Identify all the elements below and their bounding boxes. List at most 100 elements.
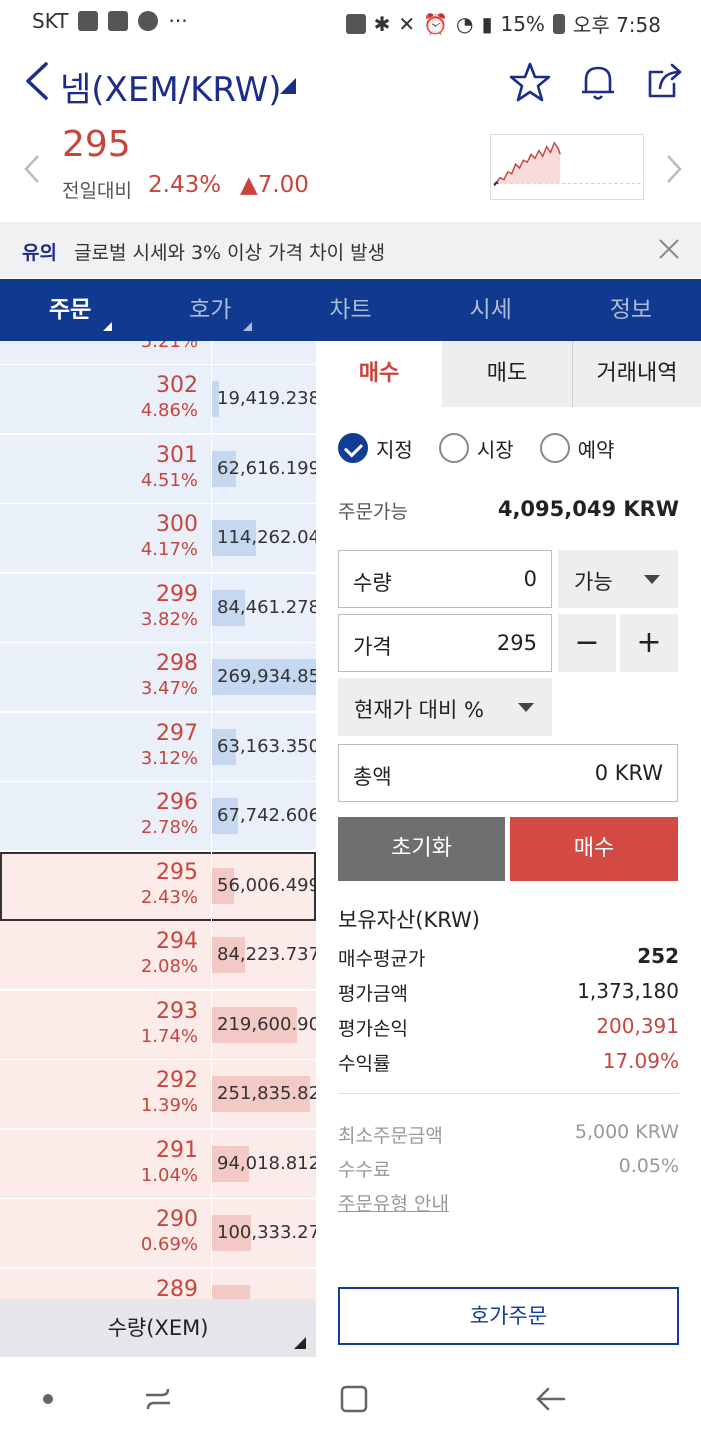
- row-rate: 1.04%: [140, 1164, 198, 1186]
- qty-unit-selector[interactable]: 수량(XEM): [0, 1299, 316, 1357]
- tab-quotes-label: 시세: [469, 297, 512, 323]
- row-quantity: 62,616.199: [217, 457, 316, 479]
- tab-sell[interactable]: 매도: [442, 341, 572, 407]
- tab-order[interactable]: 주문: [0, 279, 140, 341]
- price-cell: 294 2.08%: [0, 921, 210, 990]
- row-price: 297: [156, 720, 198, 746]
- volume-bar: [212, 659, 316, 695]
- battery-percent: 15%: [500, 11, 545, 36]
- tab-buy[interactable]: 매수: [316, 341, 442, 407]
- price-minus-button[interactable]: −: [558, 614, 616, 672]
- tab-chart[interactable]: 차트: [280, 279, 420, 341]
- quantity-cell: 56,006.499: [211, 851, 316, 921]
- tab-info[interactable]: 정보: [561, 279, 701, 341]
- qty-unit-label: 수량(XEM): [107, 1316, 209, 1340]
- available-label: 주문가능: [338, 501, 408, 523]
- order-book-row-current[interactable]: 295 2.43% 56,006.499: [0, 851, 316, 921]
- tab-info-label: 정보: [609, 297, 653, 323]
- volume-bar: [212, 1215, 251, 1251]
- orderbook-order-button[interactable]: 호가주문: [338, 1287, 679, 1345]
- close-icon[interactable]: [658, 238, 680, 260]
- back-arrow-icon[interactable]: [18, 58, 58, 104]
- tab-chart-label: 차트: [329, 297, 372, 323]
- nav-dot-icon[interactable]: [28, 1379, 68, 1419]
- row-rate: 3.47%: [140, 678, 198, 699]
- bluetooth-icon: ✱: [373, 11, 391, 36]
- order-book-row[interactable]: 291 1.04% 94,018.812: [0, 1129, 316, 1199]
- next-market-arrow-icon[interactable]: [662, 152, 686, 186]
- row-rate: 4.51%: [140, 469, 198, 491]
- order-book[interactable]: 5.21% 302 4.86% 19,419.238 301 4.51% 62,616.1…: [0, 341, 316, 1299]
- holding-label: 매수평균가: [338, 948, 426, 970]
- row-price: 299: [156, 581, 198, 607]
- order-book-row[interactable]: 296 2.78% 67,742.606: [0, 782, 316, 851]
- row-price: 292: [156, 1068, 198, 1093]
- market-title[interactable]: 넴(XEM/KRW): [60, 70, 282, 110]
- order-book-row[interactable]: 297 3.12% 63,163.350: [0, 712, 316, 782]
- tab-orderbook-label: 호가: [189, 297, 232, 323]
- quantity-cell: 219,600.902: [211, 990, 316, 1060]
- price-cell: 289: [0, 1269, 210, 1300]
- order-book-row[interactable]: 289: [0, 1268, 316, 1300]
- row-quantity: 56,006.499: [217, 874, 316, 896]
- quantity-dropdown-label: 가능: [574, 570, 613, 594]
- mini-price-chart[interactable]: [490, 134, 644, 200]
- price-cell: 293 1.74%: [0, 991, 210, 1060]
- dropdown-caret-icon: [644, 575, 660, 584]
- price-field[interactable]: 가격 295: [338, 614, 552, 672]
- tab-history[interactable]: 거래내역: [572, 341, 701, 407]
- change-amount: ▲7.00: [240, 172, 309, 198]
- buy-button[interactable]: 매수: [510, 817, 678, 881]
- tab-orderbook[interactable]: 호가: [140, 279, 280, 341]
- quantity-cell: 84,223.737: [211, 921, 316, 990]
- divider: [338, 1093, 679, 1094]
- share-icon[interactable]: [644, 60, 688, 104]
- volume-bar: [212, 381, 219, 417]
- notice-tag: 유의: [22, 242, 57, 264]
- order-book-row[interactable]: 302 4.86% 19,419.238: [0, 365, 316, 434]
- order-type-market[interactable]: 시장: [438, 433, 514, 463]
- order-book-row-partial[interactable]: 5.21%: [0, 341, 316, 365]
- recent-apps-icon[interactable]: [138, 1379, 178, 1419]
- order-type-reserve[interactable]: 예약: [539, 433, 614, 463]
- quantity-cell: 94,018.812: [211, 1129, 316, 1199]
- volume-bar: [212, 589, 245, 626]
- order-book-row[interactable]: 301 4.51% 62,616.199: [0, 434, 316, 504]
- volume-bar: [212, 450, 236, 487]
- available-value: 4,095,049 KRW: [497, 497, 679, 521]
- quantity-label: 수량: [353, 571, 392, 595]
- row-rate: 2.08%: [140, 956, 198, 977]
- home-icon[interactable]: [334, 1379, 374, 1419]
- reset-button[interactable]: 초기화: [338, 817, 505, 881]
- row-price: 296: [156, 790, 198, 815]
- order-type-limit[interactable]: 지정: [338, 433, 413, 463]
- price-plus-button[interactable]: +: [620, 614, 678, 672]
- total-field[interactable]: 총액 0 KRW: [338, 744, 678, 802]
- favorite-star-icon[interactable]: [508, 60, 552, 104]
- market-selector-caret-icon[interactable]: [280, 78, 296, 98]
- row-rate: 4.86%: [140, 400, 198, 421]
- holding-value: 17.09%: [602, 1049, 679, 1073]
- row-price: 300: [156, 512, 198, 537]
- row-rate: 3.12%: [140, 747, 198, 769]
- notification-bell-icon[interactable]: [576, 60, 620, 104]
- volume-bar: [212, 728, 236, 765]
- percent-dropdown[interactable]: 현재가 대비 %: [338, 678, 552, 736]
- dropdown-caret-icon: [518, 703, 534, 712]
- order-book-row[interactable]: 299 3.82% 84,461.278: [0, 573, 316, 643]
- quantity-field[interactable]: 수량 0: [338, 550, 552, 608]
- back-icon[interactable]: [530, 1379, 570, 1419]
- tab-quotes[interactable]: 시세: [421, 279, 561, 341]
- clock: 오후 7:58: [572, 13, 661, 37]
- quantity-dropdown[interactable]: 가능: [558, 550, 678, 608]
- current-price: 295: [62, 124, 131, 165]
- prev-market-arrow-icon[interactable]: [20, 152, 44, 186]
- order-type-guide-link[interactable]: 주문유형 안내: [338, 1193, 449, 1215]
- main-tab-bar: 주문 호가 차트 시세 정보: [0, 279, 701, 341]
- order-book-row[interactable]: 294 2.08% 84,223.737: [0, 921, 316, 990]
